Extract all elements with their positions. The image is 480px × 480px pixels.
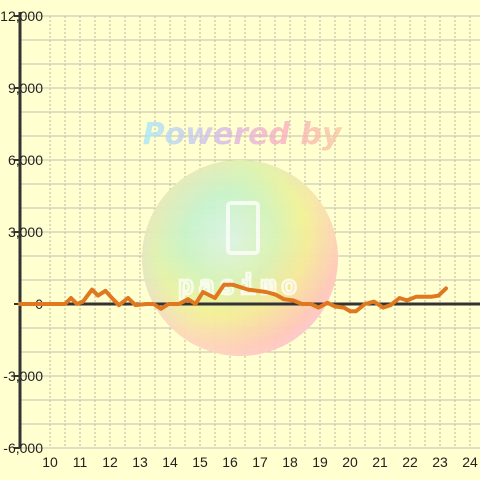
y-tick-label: -3,000 <box>3 368 43 384</box>
watermark-text: Powered by <box>143 117 343 152</box>
x-tick-label: 23 <box>432 454 448 470</box>
series-line-0 <box>18 282 448 314</box>
x-tick-label: 15 <box>192 454 208 470</box>
x-tick-label: 22 <box>402 454 418 470</box>
series-layer <box>18 282 448 314</box>
y-tick-label: 12,000 <box>0 8 43 24</box>
x-tick-label: 13 <box>132 454 148 470</box>
x-tick-label: 20 <box>342 454 358 470</box>
x-tick-label: 16 <box>222 454 238 470</box>
x-tick-label: 24 <box>462 454 478 470</box>
x-tick-label: 19 <box>312 454 328 470</box>
watermark-logo-mark <box>226 201 260 255</box>
y-tick-label: 9,000 <box>8 80 43 96</box>
x-axis-tick-labels: 10 11 12 13 14 15 16 17 18 19 20 21 22 23 24 <box>42 454 478 470</box>
y-tick-label: 6,000 <box>8 152 43 168</box>
powered-by-watermark: Powered by pasimo <box>142 117 343 356</box>
y-tick-label: 3,000 <box>8 224 43 240</box>
x-tick-label: 18 <box>282 454 298 470</box>
y-tick-label: -6,000 <box>3 440 43 456</box>
x-tick-label: 14 <box>162 454 178 470</box>
x-tick-label: 10 <box>42 454 58 470</box>
watermark-disc-sheen <box>142 160 338 356</box>
x-tick-label: 17 <box>252 454 268 470</box>
x-tick-label: 12 <box>102 454 118 470</box>
x-tick-label: 21 <box>372 454 388 470</box>
x-tick-label: 11 <box>73 454 88 470</box>
